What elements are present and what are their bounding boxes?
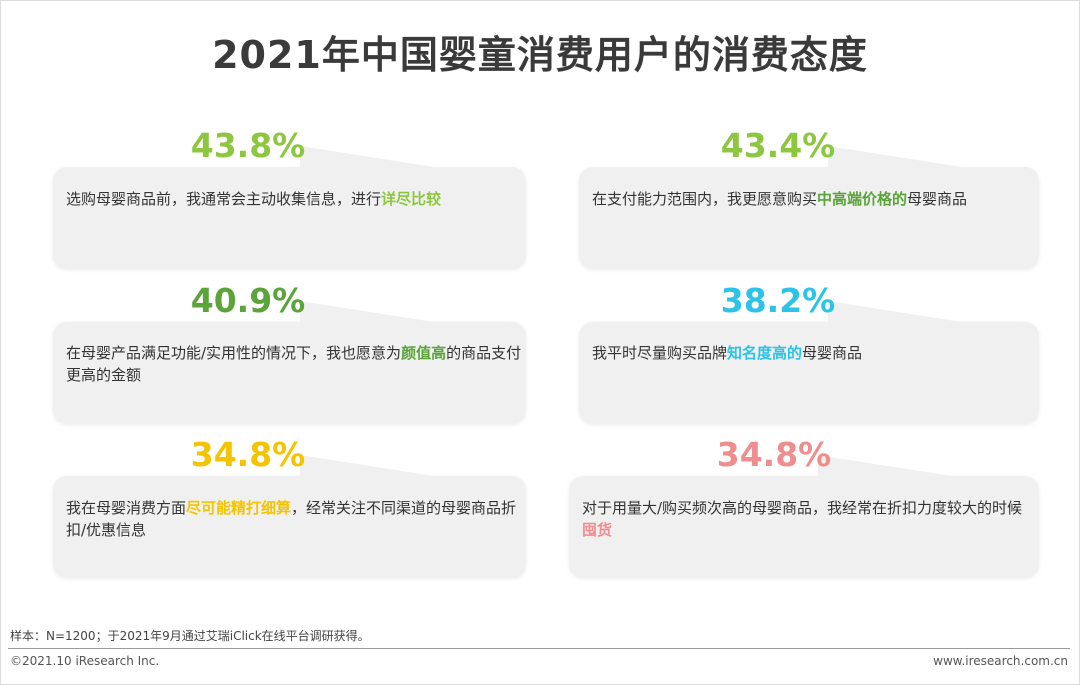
card-5-text-pre: 我在母婴消费方面 — [66, 499, 187, 517]
attitude-card-2 — [579, 167, 1039, 269]
card-4-text: 我平时尽量购买品牌知名度高的母婴商品 — [592, 342, 1032, 364]
card-2-text-post: 母婴商品 — [907, 190, 968, 208]
card-5-highlight: 尽可能精打细算 — [186, 499, 292, 517]
card-1-pointer — [300, 146, 440, 168]
card-6-highlight: 囤货 — [582, 521, 613, 539]
sample-note: 样本：N=1200；于2021年9月通过艾瑞iClick在线平台调研获得。 — [10, 629, 370, 643]
card-2-percent: 43.4% — [720, 126, 836, 165]
page-title: 2021年中国婴童消费用户的消费态度 — [212, 33, 868, 77]
card-3-pointer — [300, 301, 440, 323]
card-3-text-post: 的商品支付更高的金额 — [66, 344, 522, 384]
card-5-text: 我在母婴消费方面尽可能精打细算，经常关注不同渠道的母婴商品折扣/优惠信息 — [66, 497, 526, 541]
card-6-percent: 34.8% — [716, 435, 832, 474]
card-6-text: 对于用量大/购买频次高的母婴商品，我经常在折扣力度较大的时候囤货 — [582, 497, 1032, 541]
card-1-percent: 43.8% — [190, 126, 306, 165]
card-3-highlight: 颜值高 — [401, 344, 447, 362]
card-6-pointer — [818, 455, 958, 477]
card-3-text: 在母婴产品满足功能/实用性的情况下，我也愿意为颜值高的商品支付更高的金额 — [66, 342, 526, 386]
attitude-card-4 — [579, 322, 1039, 424]
card-2-text: 在支付能力范围内，我更愿意购买中高端价格的母婴商品 — [592, 188, 1032, 210]
card-3-text-pre: 在母婴产品满足功能/实用性的情况下，我也愿意为 — [66, 344, 402, 362]
card-6-text-pre: 对于用量大/购买频次高的母婴商品，我经常在折扣力度较大的时候 — [582, 499, 1023, 517]
card-2-highlight: 中高端价格的 — [817, 190, 908, 208]
card-1-highlight: 详尽比较 — [381, 190, 442, 208]
card-1-text-pre: 选购母婴商品前，我通常会主动收集信息，进行 — [66, 190, 382, 208]
card-4-highlight: 知名度高的 — [727, 344, 803, 362]
website-link[interactable]: www.iresearch.com.cn — [933, 654, 1068, 668]
attitude-card-3 — [53, 322, 526, 424]
card-1-text: 选购母婴商品前，我通常会主动收集信息，进行详尽比较 — [66, 188, 516, 210]
card-5-text-post: ，经常关注不同渠道的母婴商品折扣/优惠信息 — [66, 499, 517, 539]
card-2-text-pre: 在支付能力范围内，我更愿意购买 — [592, 190, 818, 208]
card-4-text-post: 母婴商品 — [802, 344, 863, 362]
card-4-pointer — [828, 301, 968, 323]
card-5-percent: 34.8% — [190, 435, 306, 474]
card-2-pointer — [828, 146, 968, 168]
card-3-percent: 40.9% — [190, 281, 306, 320]
card-4-text-pre: 我平时尽量购买品牌 — [592, 344, 728, 362]
attitude-card-1 — [53, 167, 526, 269]
card-5-pointer — [300, 455, 440, 477]
attitude-card-6 — [569, 476, 1039, 578]
footer-divider — [8, 648, 1070, 649]
attitude-card-5 — [53, 476, 526, 578]
copyright: ©2021.10 iResearch Inc. — [10, 654, 160, 668]
card-4-percent: 38.2% — [720, 281, 836, 320]
